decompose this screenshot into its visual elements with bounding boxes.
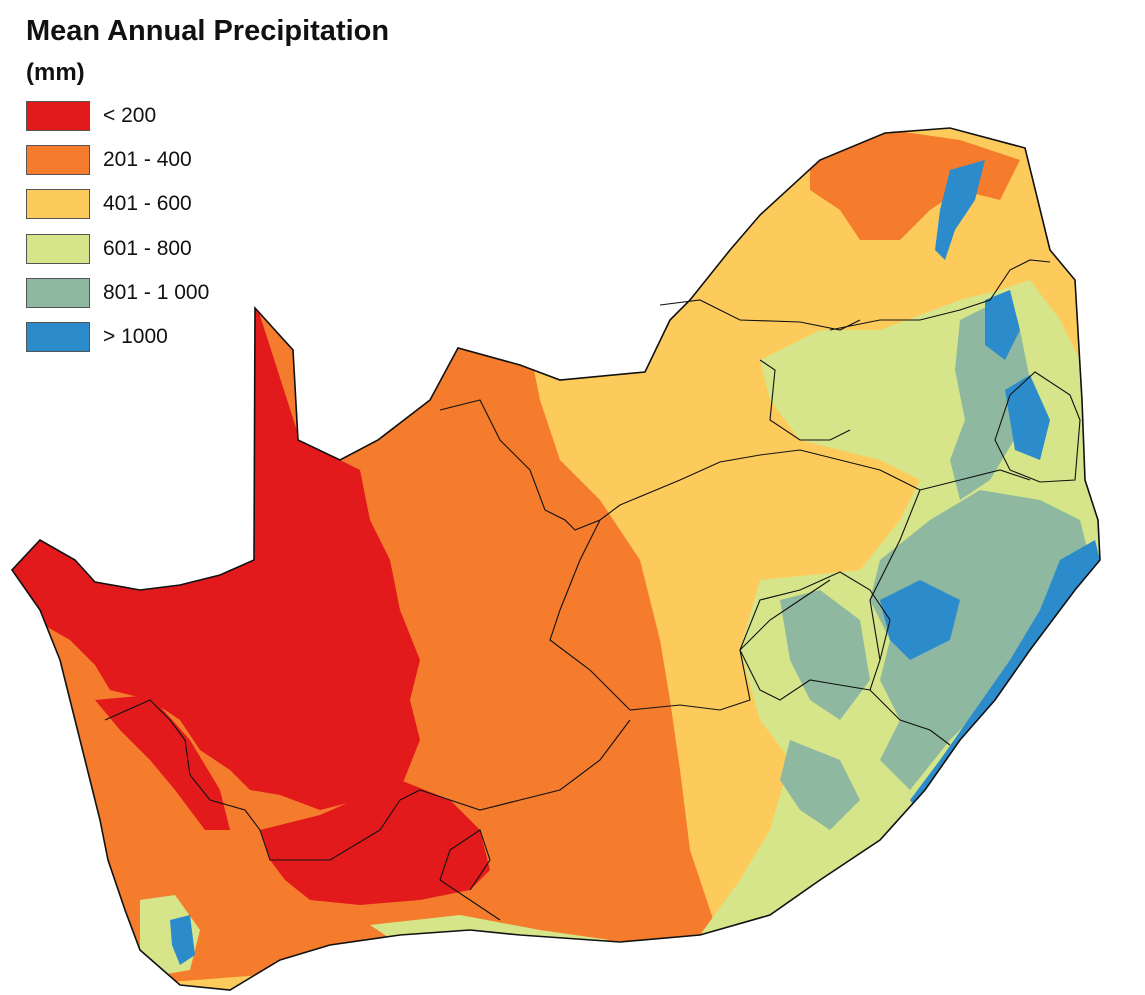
border-nc-fs [549, 519, 631, 711]
zone-over-1000-limpopo [935, 160, 985, 260]
map-subtitle: (mm) [26, 59, 85, 86]
zone-over-1000-mpumalanga [985, 290, 1020, 360]
zone-over-1000-interior [880, 580, 960, 660]
legend: < 200 201 - 400 401 - 600 601 - 800 801 … [26, 100, 209, 365]
legend-label: 801 - 1 000 [103, 280, 210, 304]
border-nw-gp [759, 359, 851, 441]
legend-item-601-800: 601 - 800 [26, 233, 209, 265]
map-title: Mean Annual Precipitation [26, 15, 390, 47]
border-fs-nw [619, 449, 921, 506]
zone-801-1000-eastcape [780, 740, 860, 830]
zone-under-200-coast [95, 695, 230, 830]
zone-under-200-karoo [260, 780, 490, 905]
legend-label: 201 - 400 [103, 148, 192, 172]
legend-item-over-1000: > 1000 [26, 321, 209, 353]
border-limpopo-mp [829, 259, 1051, 331]
border-fs-lesotho [629, 579, 831, 711]
border-nc-nw [439, 399, 621, 531]
legend-item-801-1000: 801 - 1 000 [26, 277, 209, 309]
legend-label: 601 - 800 [103, 236, 192, 260]
zone-201-400-north [810, 130, 1020, 240]
legend-swatch [26, 145, 90, 176]
zone-over-1000-eswatini [1005, 375, 1050, 460]
legend-item-under-200: < 200 [26, 100, 209, 132]
legend-label: > 1000 [103, 324, 168, 348]
border-nc-wc [104, 699, 421, 861]
zone-under-200-west [12, 300, 420, 810]
border-mp-kzn [919, 469, 1031, 491]
legend-label: < 200 [103, 104, 157, 127]
legend-label: 401 - 600 [103, 192, 192, 216]
border-nw-north [659, 299, 861, 331]
legend-swatch [26, 321, 90, 352]
legend-swatch [26, 101, 90, 131]
legend-swatch [26, 233, 90, 264]
border-ec-kzn [869, 689, 951, 746]
province-borders [104, 259, 1081, 921]
border-eswatini [994, 371, 1081, 483]
country-outline [10, 127, 1101, 991]
border-nc-ec [419, 719, 631, 811]
border-wc-ec [439, 829, 501, 921]
zone-over-1000-cape [170, 915, 195, 965]
zone-801-1000-kzn [870, 490, 1090, 790]
legend-swatch [26, 189, 90, 220]
legend-swatch [26, 277, 90, 308]
border-kzn-fs [869, 489, 921, 661]
zone-801-1000-drakensberg [780, 590, 870, 720]
legend-item-201-400: 201 - 400 [26, 144, 209, 176]
legend-item-401-600: 401 - 600 [26, 188, 209, 220]
